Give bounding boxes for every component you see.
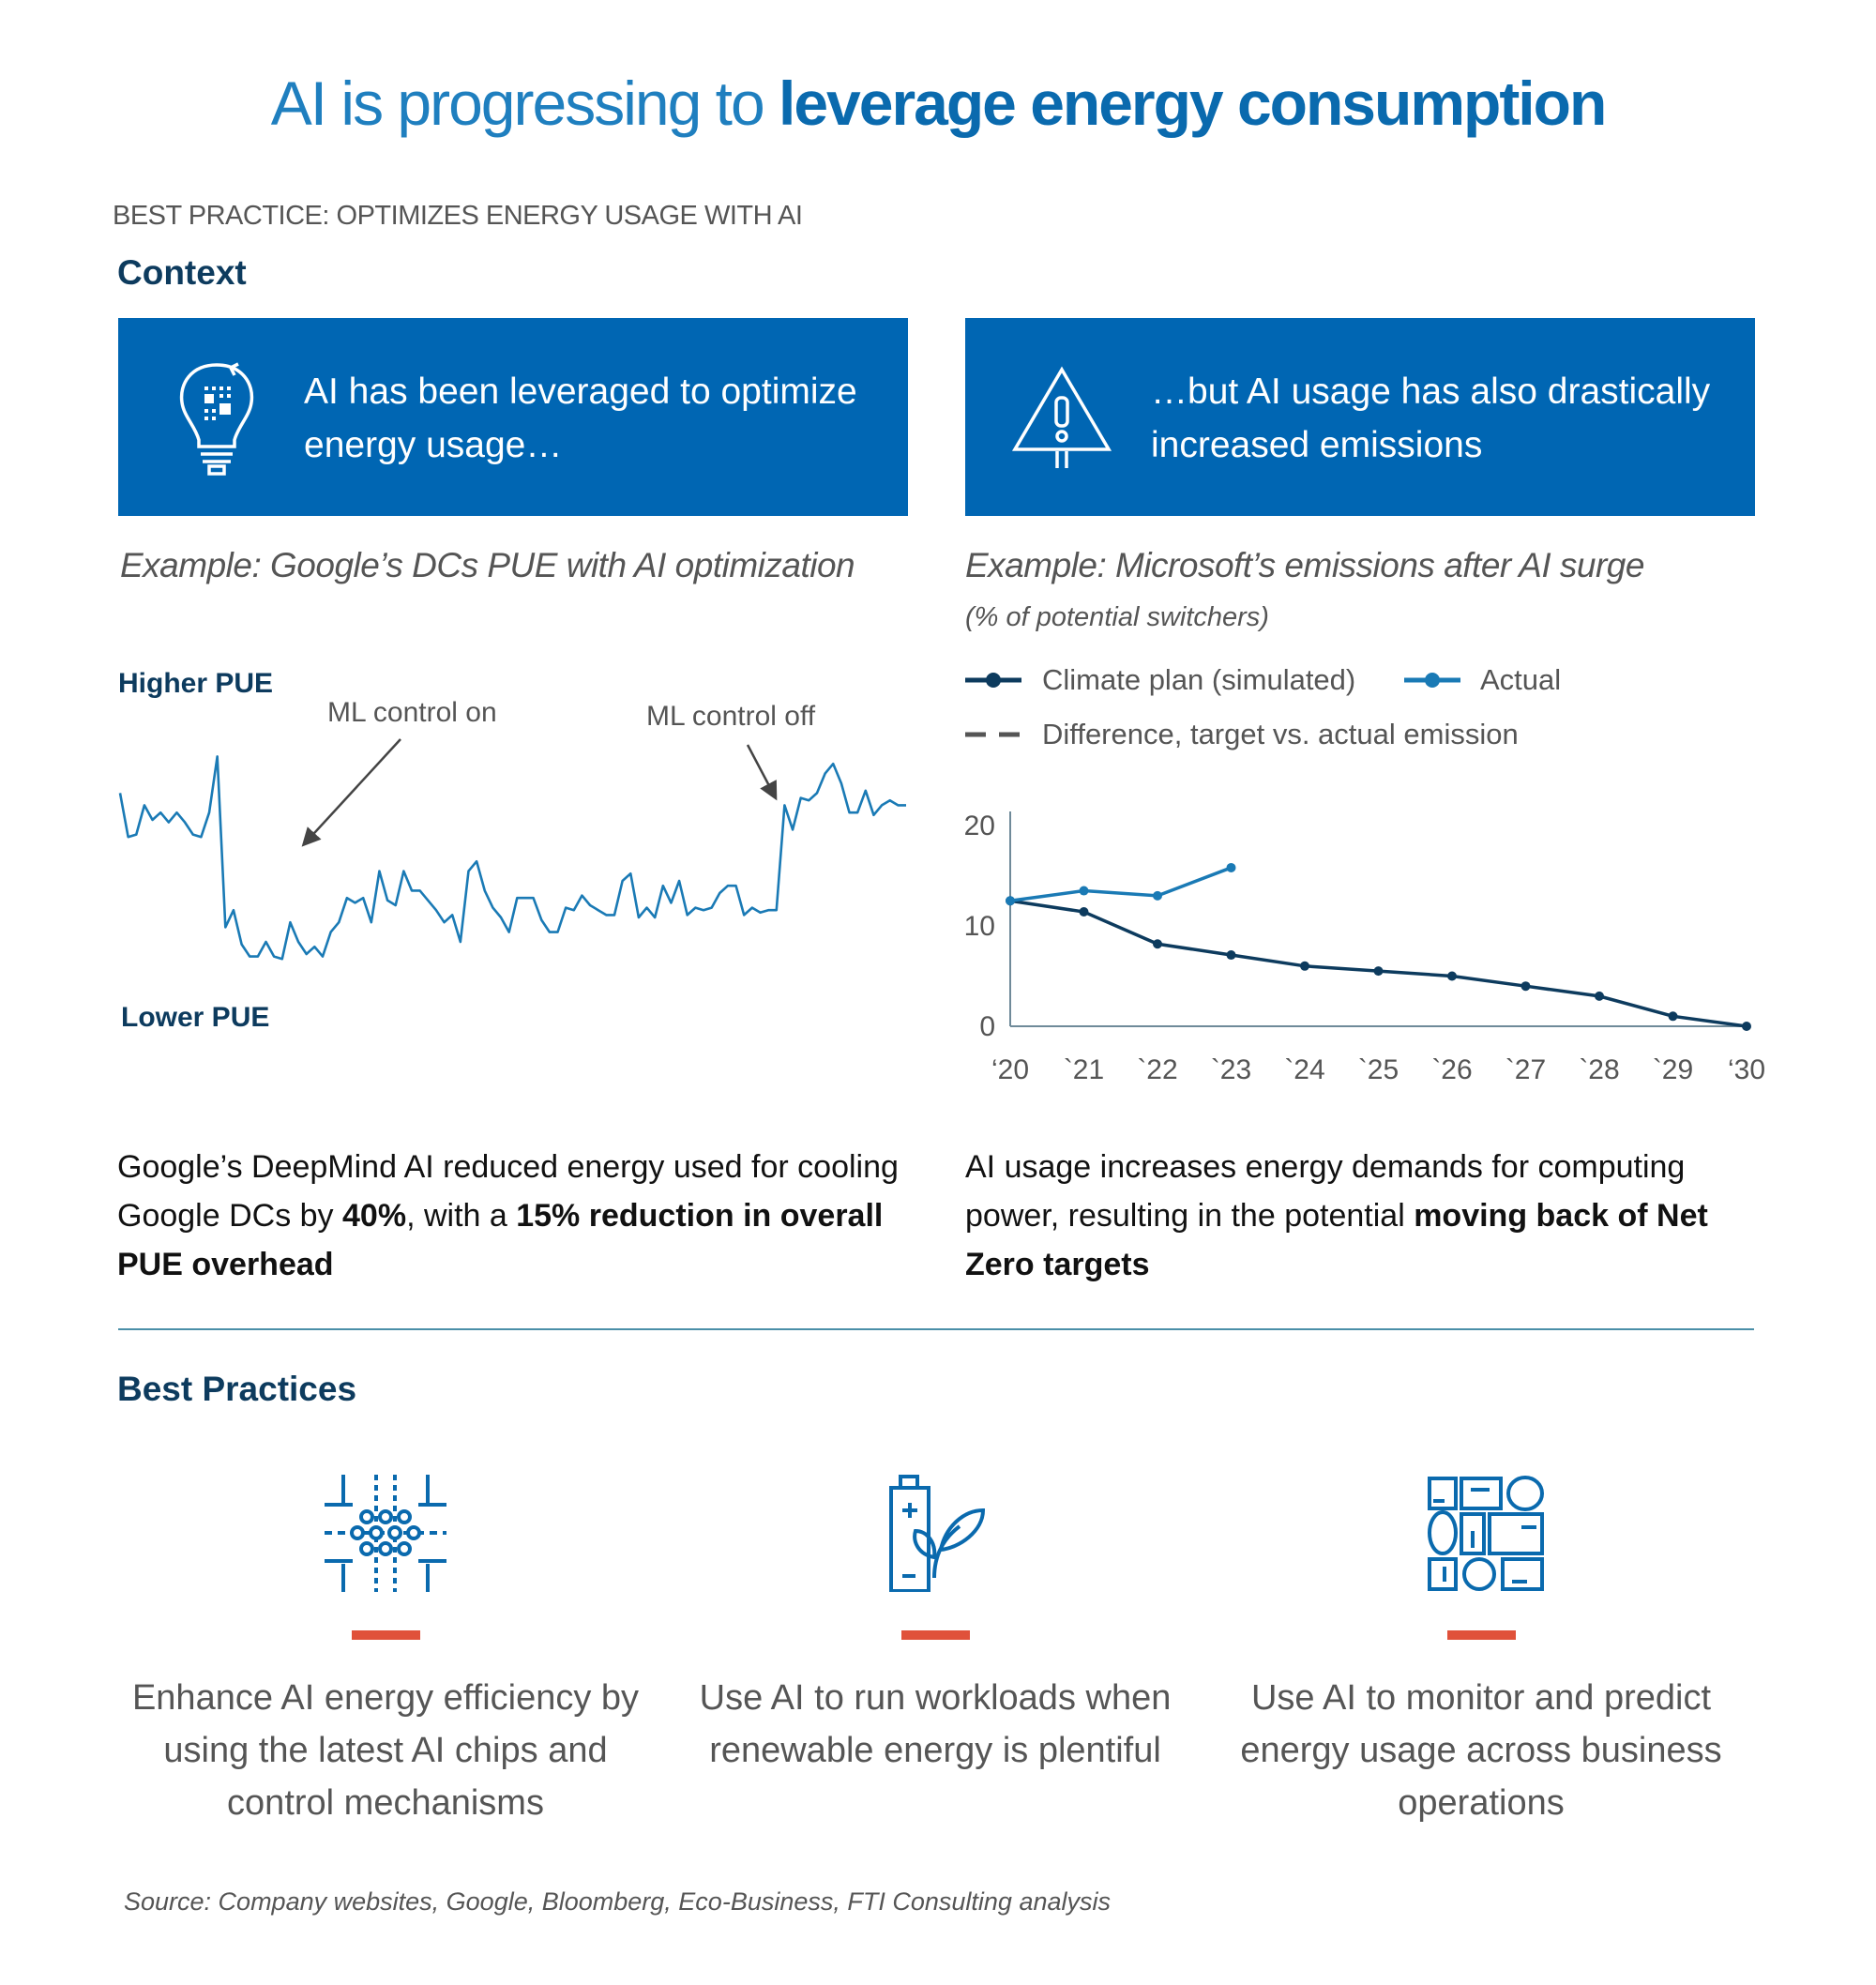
annotation-ml-on: ML control on <box>327 697 497 728</box>
climate-plan-point <box>1153 939 1162 949</box>
lightbulb-chip-icon <box>179 362 254 476</box>
higher-pue-label: Higher PUE <box>118 668 274 699</box>
climate-plan-line <box>1009 899 1747 1028</box>
x-tick-label: `26 <box>1431 1054 1472 1085</box>
best-practice-text: Use AI to monitor and predict energy usa… <box>1240 1678 1722 1823</box>
actual-line <box>1009 866 1233 902</box>
actual-point <box>1006 896 1015 906</box>
title-bold: leverage energy consumption <box>779 68 1607 138</box>
context-heading: Context <box>117 253 247 292</box>
legend-difference-label: Difference, target vs. actual emission <box>1042 718 1519 750</box>
left-summary-text-2: , with a <box>406 1198 517 1234</box>
legend-actual-marker <box>1404 673 1460 688</box>
legend-difference-marker <box>965 732 1021 737</box>
x-tick-label: `25 <box>1358 1054 1399 1085</box>
actual-point <box>1153 890 1162 901</box>
x-tick-label: ‘30 <box>1728 1054 1765 1085</box>
left-summary-bold-2: 15% reduction in overall PUE overhead <box>117 1198 884 1282</box>
right-summary-text: AI usage increases energy demands for co… <box>965 1149 1686 1234</box>
section-divider <box>118 1328 1754 1330</box>
y-tick-label: 20 <box>964 811 995 841</box>
x-tick-label: `21 <box>1064 1054 1104 1085</box>
y-tick-label: 10 <box>964 911 995 942</box>
left-callout-text: AI has been leveraged to optimize energy… <box>304 371 857 465</box>
left-summary: Google’s DeepMind AI reduced energy used… <box>117 1143 915 1289</box>
best-practice-text: Enhance AI energy efficiency by using th… <box>131 1678 640 1823</box>
dashboard-grid-icon <box>1428 1476 1544 1591</box>
x-tick-label: ‘20 <box>991 1054 1029 1085</box>
title-regular: AI is progressing to <box>270 68 779 138</box>
accent-bar <box>1447 1630 1516 1640</box>
x-tick-label: `23 <box>1211 1054 1251 1085</box>
climate-plan-point <box>1373 966 1384 977</box>
x-tick-label: `24 <box>1284 1054 1324 1085</box>
right-summary: AI usage increases energy demands for co… <box>965 1143 1763 1289</box>
legend-actual-label: Actual <box>1480 663 1562 696</box>
x-tick-label: `28 <box>1579 1054 1619 1085</box>
y-tick-label: 0 <box>979 1011 995 1042</box>
right-example-title: Example: Microsoft’s emissions after AI … <box>965 546 1644 584</box>
climate-plan-point <box>1742 1022 1751 1031</box>
page-title: AI is progressing to leverage energy con… <box>0 68 1876 139</box>
best-practice-text: Use AI to run workloads when renewable e… <box>699 1678 1172 1770</box>
pue-series-line <box>118 755 906 961</box>
climate-plan-point <box>1226 950 1236 961</box>
climate-plan-point <box>1668 1011 1678 1022</box>
battery-leaf-icon <box>889 1475 986 1592</box>
actual-point <box>1226 862 1236 872</box>
x-tick-label: `22 <box>1137 1054 1177 1085</box>
emissions-line-chart: 0 10 20 ‘20 `21 `22 `23 `24 `25 `26 `27 `28 `29 ‘30 <box>964 811 1765 1085</box>
warning-triangle-icon <box>1011 366 1112 468</box>
right-chart-subtitle: (% of potential switchers) <box>965 602 1269 632</box>
source-note: Source: Company websites, Google, Bloomb… <box>124 1887 1111 1916</box>
accent-bar <box>901 1630 970 1640</box>
best-practices-heading: Best Practices <box>117 1370 357 1408</box>
pue-line-chart <box>118 755 906 961</box>
right-callout-box: …but AI usage has also drastically incre… <box>965 318 1755 516</box>
actual-point <box>1079 886 1089 896</box>
left-summary-text: Google’s DeepMind AI reduced energy used… <box>117 1149 899 1234</box>
x-tick-label: `27 <box>1505 1054 1546 1085</box>
kicker: BEST PRACTICE: OPTIMIZES ENERGY USAGE WI… <box>113 201 803 231</box>
climate-plan-point <box>1520 981 1531 992</box>
climate-plan-point <box>1300 961 1309 971</box>
climate-plan-point <box>1079 907 1089 917</box>
climate-plan-point <box>1447 971 1457 981</box>
right-summary-bold: moving back of Net Zero targets <box>965 1198 1708 1282</box>
x-tick-label: `29 <box>1653 1054 1693 1085</box>
accent-bar <box>352 1630 420 1640</box>
legend-climate-marker <box>965 673 1021 688</box>
left-example-title: Example: Google’s DCs PUE with AI optimi… <box>120 546 855 584</box>
annotation-arrows <box>301 738 778 847</box>
right-callout-text: …but AI usage has also drastically incre… <box>1151 371 1711 465</box>
ai-chip-circuit-icon <box>325 1475 446 1592</box>
left-callout-box: AI has been leveraged to optimize energy… <box>118 318 908 516</box>
arrow-ml-on <box>301 738 401 847</box>
lower-pue-label: Lower PUE <box>121 1002 270 1033</box>
left-summary-bold-1: 40% <box>342 1198 407 1234</box>
annotation-ml-off: ML control off <box>646 701 816 732</box>
climate-plan-point <box>1595 991 1604 1001</box>
arrow-ml-off <box>746 744 778 801</box>
legend-climate-label: Climate plan (simulated) <box>1042 663 1356 696</box>
